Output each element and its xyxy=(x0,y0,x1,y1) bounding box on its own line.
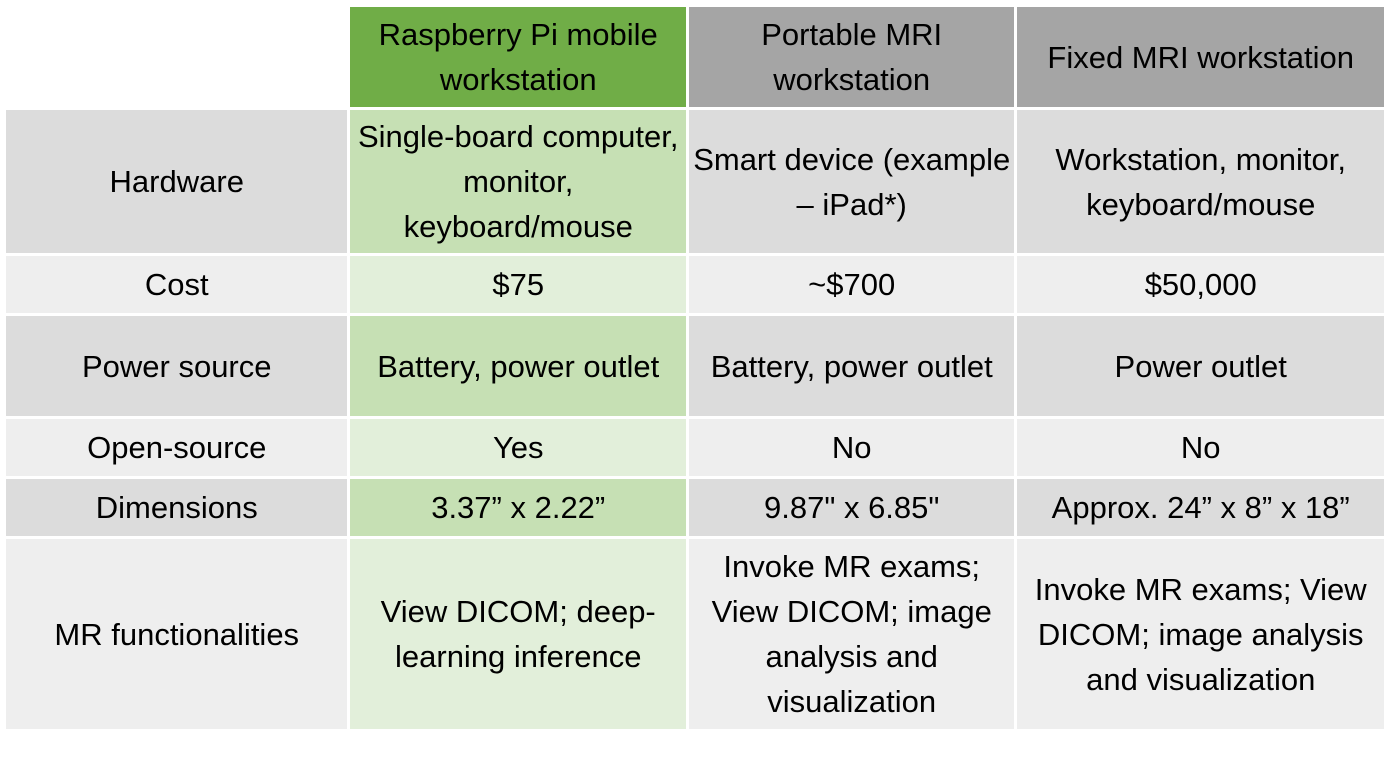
cell-pi-power-source: Battery, power outlet xyxy=(350,316,686,416)
row-label-hardware: Hardware xyxy=(6,110,348,253)
table-row: MR functionalities View DICOM; deep-lear… xyxy=(6,539,1384,729)
table-row: Dimensions 3.37” x 2.22” 9.87" x 6.85" A… xyxy=(6,479,1384,536)
cell-pi-open-source: Yes xyxy=(350,419,686,476)
row-label-open-source: Open-source xyxy=(6,419,348,476)
table-row: Power source Battery, power outlet Batte… xyxy=(6,316,1384,416)
table-row: Cost $75 ~$700 $50,000 xyxy=(6,256,1384,313)
header-portable-mri: Portable MRI workstation xyxy=(688,7,1015,107)
header-fixed-mri: Fixed MRI workstation xyxy=(1017,7,1384,107)
comparison-table: Raspberry Pi mobile workstation Portable… xyxy=(3,4,1387,732)
header-raspberry-pi: Raspberry Pi mobile workstation xyxy=(350,7,686,107)
table-row: Hardware Single-board computer, monitor,… xyxy=(6,110,1384,253)
cell-fixed-mr-functionalities: Invoke MR exams; View DICOM; image analy… xyxy=(1017,539,1384,729)
row-label-dimensions: Dimensions xyxy=(6,479,348,536)
cell-pi-cost: $75 xyxy=(350,256,686,313)
cell-fixed-open-source: No xyxy=(1017,419,1384,476)
cell-portable-open-source: No xyxy=(688,419,1015,476)
cell-pi-dimensions: 3.37” x 2.22” xyxy=(350,479,686,536)
row-label-power-source: Power source xyxy=(6,316,348,416)
row-label-mr-functionalities: MR functionalities xyxy=(6,539,348,729)
cell-portable-mr-functionalities: Invoke MR exams; View DICOM; image analy… xyxy=(688,539,1015,729)
cell-fixed-dimensions: Approx. 24” x 8” x 18” xyxy=(1017,479,1384,536)
table-row: Open-source Yes No No xyxy=(6,419,1384,476)
cell-portable-hardware: Smart device (example – iPad*) xyxy=(688,110,1015,253)
cell-pi-hardware: Single-board computer, monitor, keyboard… xyxy=(350,110,686,253)
cell-pi-mr-functionalities: View DICOM; deep-learning inference xyxy=(350,539,686,729)
cell-portable-dimensions: 9.87" x 6.85" xyxy=(688,479,1015,536)
cell-fixed-hardware: Workstation, monitor, keyboard/mouse xyxy=(1017,110,1384,253)
header-row: Raspberry Pi mobile workstation Portable… xyxy=(6,7,1384,107)
row-label-cost: Cost xyxy=(6,256,348,313)
cell-fixed-power-source: Power outlet xyxy=(1017,316,1384,416)
cell-fixed-cost: $50,000 xyxy=(1017,256,1384,313)
cell-portable-cost: ~$700 xyxy=(688,256,1015,313)
cell-portable-power-source: Battery, power outlet xyxy=(688,316,1015,416)
header-blank-cell xyxy=(6,7,348,107)
